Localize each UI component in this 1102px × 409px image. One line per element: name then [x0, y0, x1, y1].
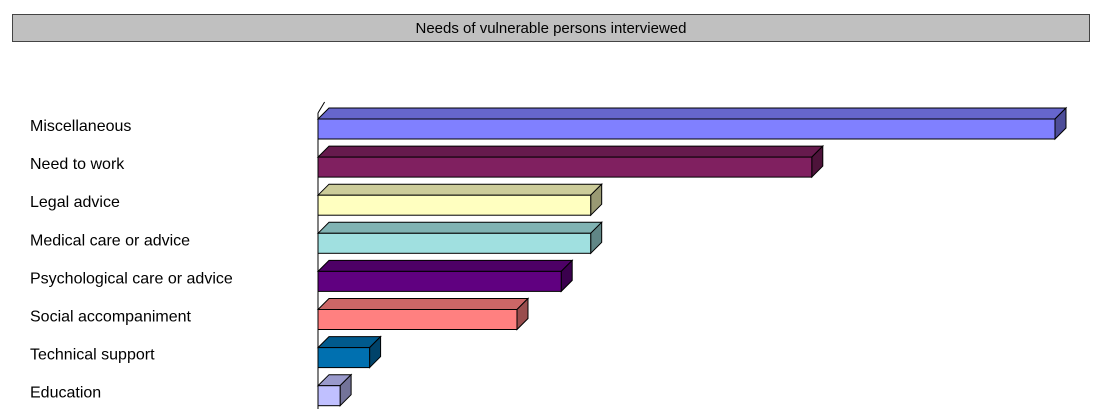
bar-7: [317, 385, 341, 407]
category-label-3: Medical care or advice: [30, 232, 190, 249]
bar-6: [317, 347, 371, 369]
category-label-1: Need to work: [30, 156, 125, 173]
bar-top-5: [316, 298, 530, 310]
bar-0: [317, 118, 1056, 140]
bar-top-0: [316, 107, 1068, 120]
category-label-7: Education: [30, 385, 101, 402]
category-label-5: Social accompaniment: [30, 309, 192, 326]
bar-top-3: [316, 221, 603, 234]
bar-4: [317, 270, 562, 292]
category-label-4: Psychological care or advice: [30, 270, 233, 287]
category-label-2: Legal advice: [30, 194, 120, 211]
chart-title: Needs of vulnerable persons interviewed: [12, 14, 1090, 42]
bar-2: [317, 194, 592, 216]
bar-top-1: [316, 145, 824, 158]
bar-5: [317, 309, 518, 330]
category-label-6: Technical support: [30, 347, 155, 364]
category-label-0: Miscellaneous: [30, 118, 131, 135]
bar-top-4: [316, 259, 574, 272]
bar-top-2: [316, 183, 603, 196]
axis-depth-line: [317, 101, 326, 114]
bar-1: [317, 156, 813, 178]
bar-3: [317, 232, 592, 254]
